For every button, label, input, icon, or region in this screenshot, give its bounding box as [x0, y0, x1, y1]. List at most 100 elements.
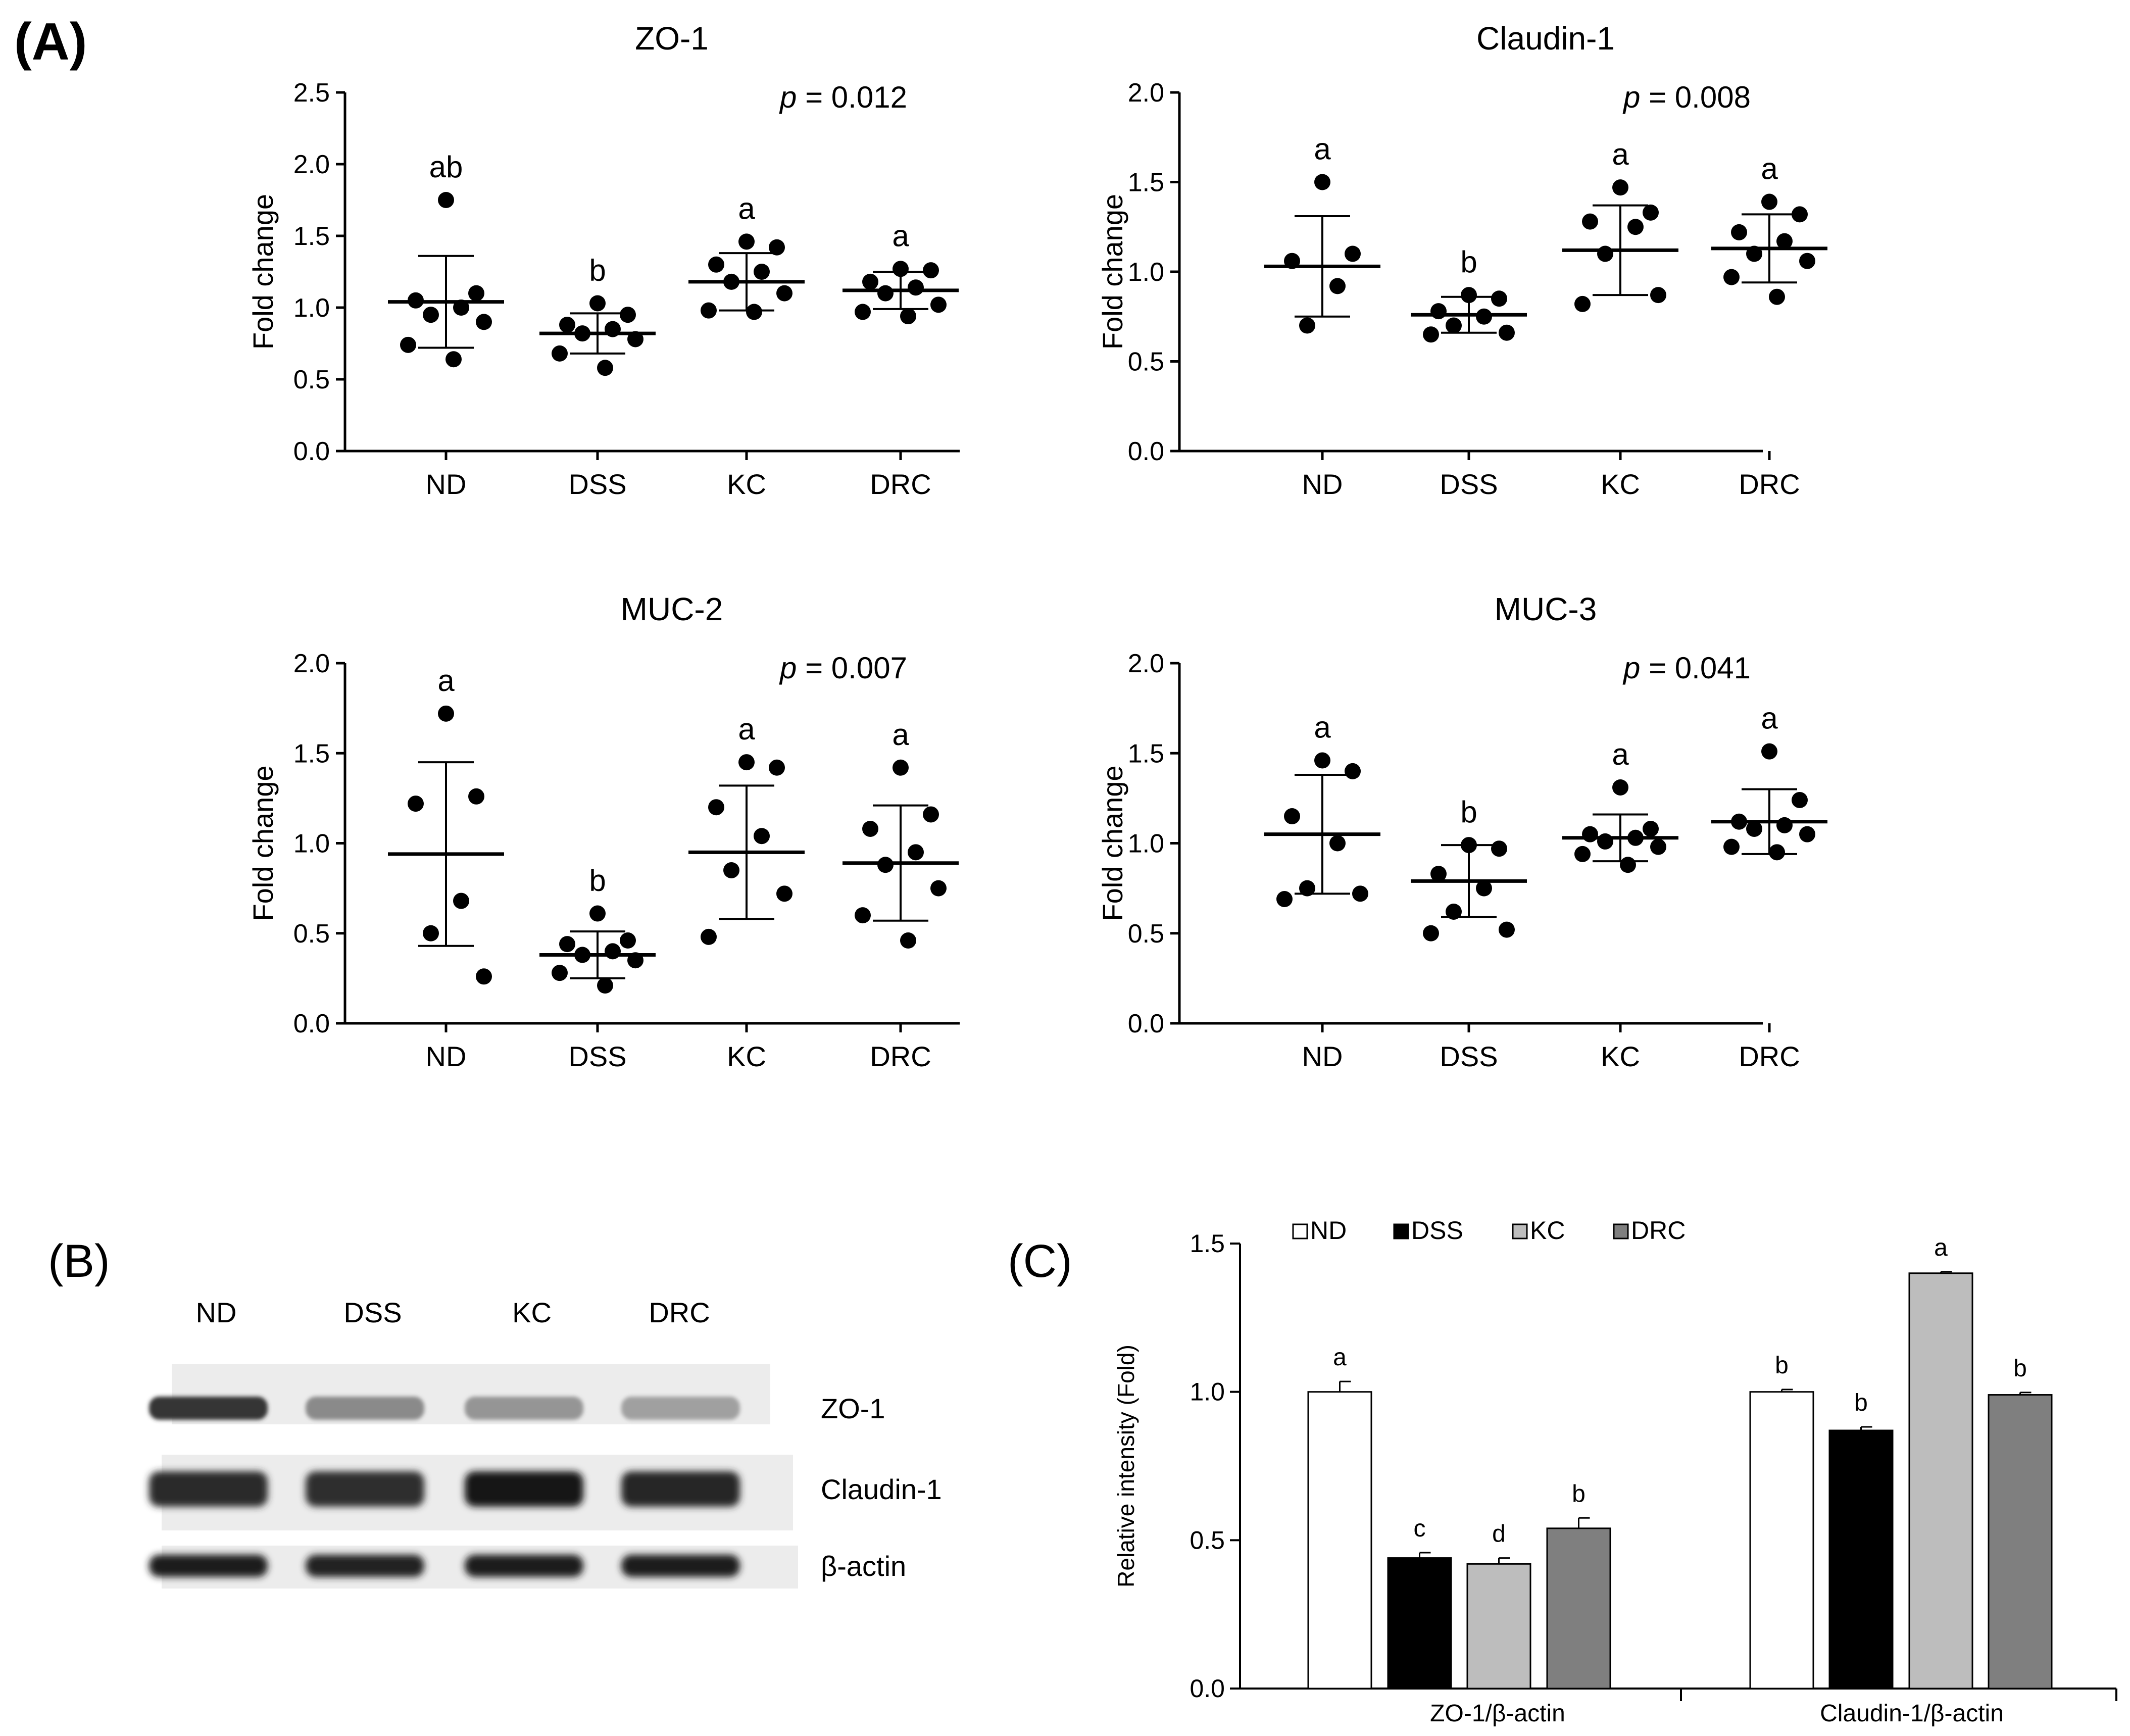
- data-point: [908, 279, 924, 296]
- data-point: [445, 351, 462, 368]
- data-point: [900, 308, 916, 325]
- data-point: [1582, 826, 1598, 842]
- data-point: [1461, 837, 1477, 854]
- legend-swatch: [1613, 1223, 1629, 1239]
- x-tick-label: DRC: [870, 1040, 931, 1072]
- y-axis-label: Fold change: [1097, 194, 1128, 350]
- data-point: [1792, 791, 1808, 808]
- p-value-label: p = 0.008: [1622, 80, 1751, 114]
- data-point: [769, 759, 785, 776]
- blot-band: [621, 1471, 740, 1507]
- muc3-dot-plot: MUC-3 0.0 0.5 1.0 1.5 2.0 ND DSS KC DRC Fold chang…: [1097, 591, 1827, 1072]
- data-point: [1643, 820, 1659, 837]
- p-value-symbol: p: [1622, 80, 1640, 114]
- bar: [1466, 1563, 1531, 1690]
- legend-label: DRC: [1631, 1216, 1686, 1245]
- data-point: [1761, 193, 1777, 210]
- data-point: [1314, 752, 1330, 769]
- muc2-dot-plot: MUC-2 0.0 0.5 1.0 1.5 2.0 ND DSS KC DRC Fold chang…: [247, 591, 960, 1072]
- data-point: [1612, 179, 1628, 196]
- y-tick-label: 0.0: [1128, 437, 1164, 466]
- significance-letter: a: [1934, 1234, 1948, 1261]
- data-point: [476, 968, 492, 985]
- significance-letter: a: [1314, 711, 1331, 745]
- significance-letter: a: [738, 712, 755, 746]
- x-tick-label: KC: [1601, 468, 1640, 500]
- y-tick-label: 2.5: [293, 78, 330, 108]
- data-point: [1769, 288, 1785, 305]
- x-tick-label: ND: [426, 1040, 467, 1072]
- data-point: [908, 844, 924, 861]
- data-point: [1612, 779, 1628, 796]
- data-point: [754, 264, 770, 280]
- data-point: [620, 307, 636, 323]
- p-value-label: p = 0.007: [779, 651, 907, 685]
- data-point: [701, 302, 717, 319]
- data-point: [1499, 921, 1515, 938]
- data-point: [589, 905, 606, 922]
- y-tick-label: 1.5: [1190, 1229, 1225, 1258]
- data-point: [1345, 245, 1361, 262]
- data-point: [1430, 303, 1447, 320]
- data-point: [1776, 233, 1793, 250]
- y-tick-label: 1.0: [293, 829, 330, 859]
- data-point: [1345, 763, 1361, 779]
- p-value-symbol: p: [779, 80, 797, 114]
- bar: [1988, 1394, 2053, 1690]
- data-point: [627, 331, 643, 348]
- data-point: [1620, 857, 1636, 873]
- x-tick-label: DRC: [1739, 1040, 1800, 1072]
- relative-intensity-bar-chart: 0.0 0.5 1.0 1.5 Relative intensity (Fold) ZO-…: [1113, 1216, 2117, 1727]
- p-value-text: = 0.007: [797, 651, 907, 685]
- chart-title: ZO-1: [635, 20, 709, 57]
- y-axis-label: Fold change: [247, 765, 279, 921]
- data-point: [708, 256, 724, 273]
- x-tick-label: ND: [426, 468, 467, 500]
- data-point: [1476, 880, 1492, 897]
- blot-protein-label: Claudin-1: [821, 1473, 942, 1505]
- significance-letter: a: [892, 219, 909, 253]
- significance-letter: a: [892, 718, 909, 752]
- data-point: [1650, 287, 1666, 304]
- bar: [1908, 1272, 1973, 1690]
- significance-letter: a: [1314, 132, 1331, 166]
- data-point: [855, 907, 871, 924]
- data-point: [1423, 925, 1439, 941]
- data-point: [1731, 224, 1747, 240]
- data-point: [1299, 317, 1315, 334]
- significance-letter: b: [589, 253, 606, 287]
- bar: [1828, 1429, 1894, 1690]
- bar: [1387, 1557, 1452, 1690]
- data-point: [408, 292, 424, 309]
- data-point: [574, 325, 590, 342]
- data-point: [453, 892, 469, 909]
- x-tick-label: KC: [1601, 1040, 1640, 1072]
- data-point: [877, 857, 894, 873]
- x-tick-label: KC: [727, 1040, 766, 1072]
- panel-label-c: (C): [1008, 1235, 1072, 1287]
- data-point: [900, 932, 916, 949]
- blot-lane-label: DRC: [649, 1297, 710, 1328]
- data-point: [559, 936, 575, 953]
- data-point: [769, 239, 785, 256]
- data-point: [453, 300, 469, 316]
- chart-title: MUC-3: [1495, 591, 1597, 627]
- significance-letter: b: [1460, 795, 1477, 829]
- data-point: [589, 295, 606, 312]
- x-tick-label: KC: [727, 468, 766, 500]
- significance-letter: b: [1775, 1352, 1789, 1379]
- data-point: [776, 285, 792, 302]
- data-point: [1761, 743, 1777, 760]
- data-point: [1723, 269, 1740, 285]
- significance-letter: a: [738, 191, 755, 225]
- legend-label: KC: [1530, 1216, 1565, 1245]
- y-tick-label: 0.0: [1190, 1674, 1225, 1703]
- data-point: [1491, 840, 1507, 857]
- blot-lane-label: KC: [512, 1297, 552, 1328]
- x-tick-label: ND: [1302, 1040, 1343, 1072]
- data-point: [627, 952, 643, 969]
- data-point: [862, 820, 878, 837]
- significance-letter: a: [1761, 702, 1778, 735]
- y-tick-label: 0.5: [293, 919, 330, 949]
- data-point: [1799, 253, 1815, 269]
